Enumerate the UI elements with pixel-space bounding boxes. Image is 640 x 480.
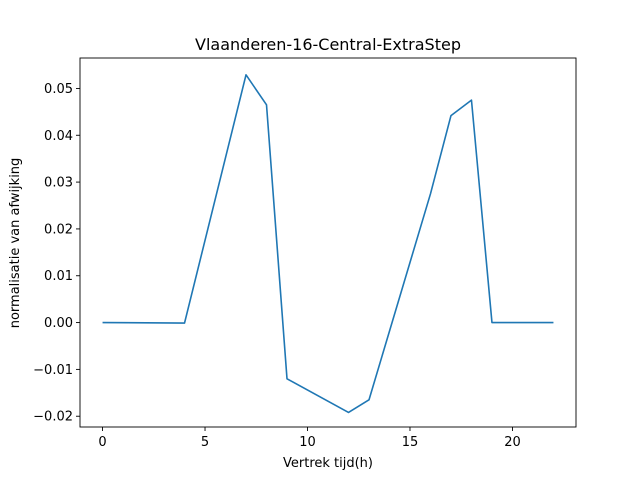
y-tick-label: 0.05 xyxy=(44,82,73,97)
y-tick-label: 0.04 xyxy=(44,129,73,144)
axes: 0 5 10 15 20 −0.02 −0.01 0.00 0.01 0.02 0.03 0.04 0.… xyxy=(33,57,577,450)
y-tick-label: 0.00 xyxy=(44,316,73,331)
chart-title: Vlaanderen-16-Central-ExtraStep xyxy=(195,35,461,54)
y-tick-label: 0.02 xyxy=(44,222,73,237)
series-line-0 xyxy=(102,74,554,414)
y-tick-label: 0.03 xyxy=(44,176,73,191)
y-tick-label: −0.02 xyxy=(33,410,73,425)
y-axis-label: normalisatie van afwijking xyxy=(8,158,23,329)
plot-area xyxy=(102,74,554,414)
x-tick-label: 20 xyxy=(504,435,521,450)
y-tick-label: 0.01 xyxy=(44,269,73,284)
x-tick-label: 5 xyxy=(201,435,209,450)
x-axis-label: Vertrek tijd(h) xyxy=(283,456,373,471)
x-tick-label: 0 xyxy=(98,435,106,450)
y-tick-label: −0.01 xyxy=(33,363,73,378)
x-tick-label: 10 xyxy=(299,435,316,450)
x-tick-label: 15 xyxy=(402,435,419,450)
axes-frame xyxy=(79,57,577,428)
